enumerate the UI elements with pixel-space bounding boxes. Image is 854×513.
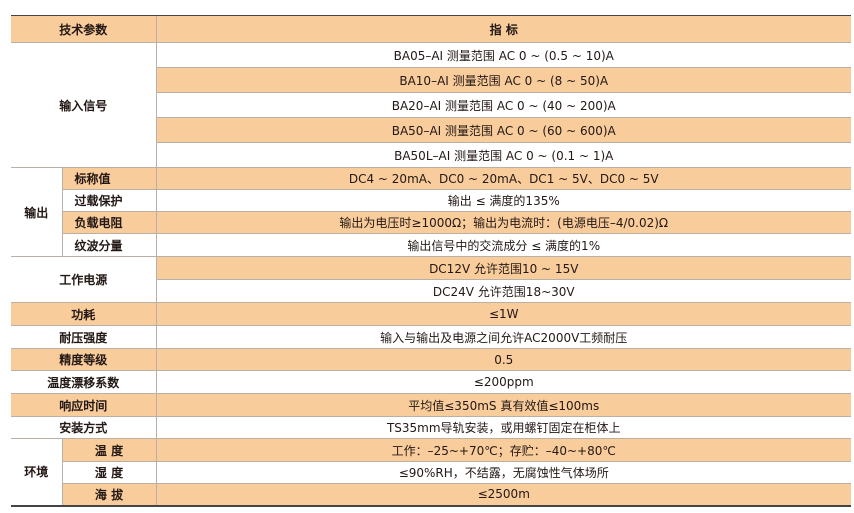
input-row: BA20–AI 测量范围 AC 0 ~ (40 ~ 200)A bbox=[155, 92, 851, 118]
output-param: 纹波分量 bbox=[61, 233, 156, 257]
env-param: 湿 度 bbox=[61, 461, 156, 484]
power-label: 工作电源 bbox=[11, 256, 156, 303]
param-value: 0.5 bbox=[155, 348, 851, 371]
param-name: 精度等级 bbox=[11, 348, 156, 371]
spec-table: 技术参数 指 标 输入信号 BA05–AI 测量范围 AC 0 ~ (0.5 ~ … bbox=[11, 15, 851, 507]
output-param: 标称值 bbox=[61, 167, 156, 190]
header-spec: 指 标 bbox=[155, 15, 851, 43]
param-value: ≤1W bbox=[155, 302, 851, 326]
header-param: 技术参数 bbox=[11, 15, 156, 43]
env-value: 工作：–25~+70℃；存贮：–40~+80℃ bbox=[155, 438, 851, 462]
input-row: BA05–AI 测量范围 AC 0 ~ (0.5 ~ 10)A bbox=[155, 42, 851, 68]
output-value: 输出信号中的交流成分 ≤ 满度的1% bbox=[155, 233, 851, 257]
output-value: 输出 ≤ 满度的135% bbox=[155, 189, 851, 212]
param-value: 输入与输出及电源之间允许AC2000V工频耐压 bbox=[155, 325, 851, 349]
param-value: TS35mm导轨安装，或用螺钉固定在柜体上 bbox=[155, 416, 851, 439]
param-value: 平均值≤350mS 真有效值≤100ms bbox=[155, 393, 851, 417]
env-value: ≤90%RH，不结露，无腐蚀性气体场所 bbox=[155, 461, 851, 484]
param-name: 安装方式 bbox=[11, 416, 156, 439]
power-row: DC24V 允许范围18~30V bbox=[155, 279, 851, 303]
param-name: 响应时间 bbox=[11, 393, 156, 417]
input-row: BA50L–AI 测量范围 AC 0 ~ (0.1 ~ 1)A bbox=[155, 142, 851, 168]
output-param: 过载保护 bbox=[61, 189, 156, 212]
output-value: 输出为电压时≥1000Ω；输出为电流时：(电源电压–4/0.02)Ω bbox=[155, 211, 851, 234]
input-row: BA50–AI 测量范围 AC 0 ~ (60 ~ 600)A bbox=[155, 117, 851, 143]
env-param: 海 拔 bbox=[61, 483, 156, 507]
env-value: ≤2500m bbox=[155, 483, 851, 507]
input-row: BA10–AI 测量范围 AC 0 ~ (8 ~ 50)A bbox=[155, 67, 851, 93]
param-name: 功耗 bbox=[11, 302, 156, 326]
param-name: 温度漂移系数 bbox=[11, 370, 156, 394]
power-row: DC12V 允许范围10 ~ 15V bbox=[155, 256, 851, 280]
env-param: 温 度 bbox=[61, 438, 156, 462]
output-param: 负载电阻 bbox=[61, 211, 156, 234]
param-name: 耐压强度 bbox=[11, 325, 156, 349]
output-value: DC4 ~ 20mA、DC0 ~ 20mA、DC1 ~ 5V、DC0 ~ 5V bbox=[155, 167, 851, 190]
output-label: 输出 bbox=[11, 167, 62, 257]
input-signal-label: 输入信号 bbox=[11, 42, 156, 168]
env-label: 环境 bbox=[11, 438, 62, 507]
param-value: ≤200ppm bbox=[155, 370, 851, 394]
